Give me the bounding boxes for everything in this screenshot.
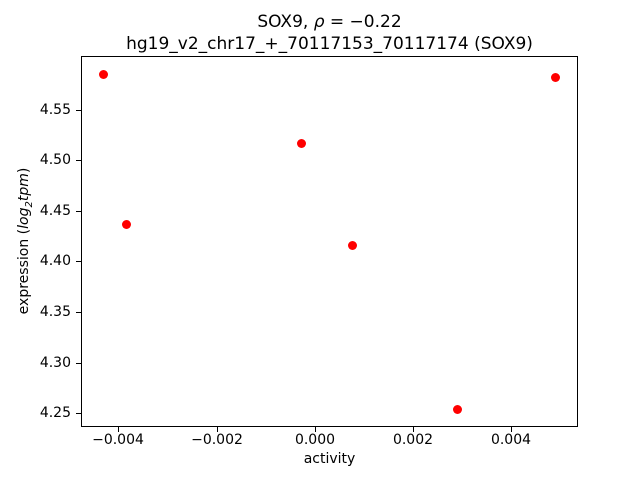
y-tick-mark	[76, 211, 81, 212]
y-tick-mark	[76, 413, 81, 414]
y-tick-label: 4.30	[39, 355, 71, 371]
y-tick-mark	[76, 312, 81, 313]
y-tick-label: 4.25	[39, 405, 71, 421]
y-tick-label: 4.50	[39, 152, 71, 168]
data-point	[452, 404, 462, 414]
y-axis-label-prefix: expression (	[16, 228, 33, 315]
data-point	[347, 240, 357, 250]
x-tick-label: 0.000	[294, 432, 336, 448]
x-tick-label: 0.004	[490, 432, 532, 448]
y-tick-mark	[76, 363, 81, 364]
y-tick-label: 4.40	[39, 253, 71, 269]
data-point	[121, 219, 131, 229]
x-tick-mark	[511, 427, 512, 432]
chart-title-line2: hg19_v2_chr17_+_70117153_70117174 (SOX9)	[126, 34, 533, 54]
title-gene-label: SOX9,	[257, 12, 314, 32]
rho-symbol: ρ	[313, 12, 325, 32]
x-tick-label: −0.002	[191, 432, 243, 448]
y-tick-label: 4.35	[39, 304, 71, 320]
y-axis-label-suffix: )	[16, 167, 33, 174]
chart-title-line1: SOX9, ρ = −0.22	[81, 11, 578, 33]
x-tick-label: 0.002	[392, 432, 434, 448]
data-point	[550, 72, 560, 82]
chart-title: SOX9, ρ = −0.22 hg19_v2_chr17_+_70117153…	[81, 11, 578, 55]
data-point	[296, 138, 306, 148]
rho-value: = −0.22	[324, 12, 402, 32]
y-axis-label-tpm: tpm	[16, 173, 33, 202]
x-tick-mark	[315, 427, 316, 432]
y-tick-mark	[76, 261, 81, 262]
x-tick-mark	[413, 427, 414, 432]
x-tick-mark	[217, 427, 218, 432]
y-tick-mark	[76, 110, 81, 111]
plot-area	[81, 56, 578, 427]
data-point	[99, 69, 109, 79]
y-tick-label: 4.45	[39, 203, 71, 219]
x-tick-mark	[118, 427, 119, 432]
x-axis-label: activity	[303, 451, 356, 467]
y-tick-mark	[76, 160, 81, 161]
x-tick-label: −0.004	[92, 432, 144, 448]
y-axis-label: expression (log2tpm)	[16, 167, 37, 315]
y-tick-label: 4.55	[39, 102, 71, 118]
